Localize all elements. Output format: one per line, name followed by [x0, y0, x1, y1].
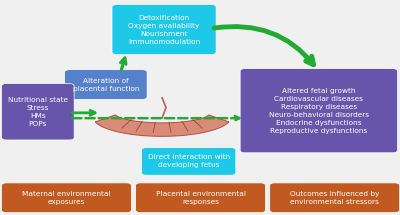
FancyBboxPatch shape	[112, 5, 216, 55]
FancyArrowPatch shape	[214, 26, 314, 65]
FancyBboxPatch shape	[142, 148, 236, 175]
Text: Direct interaction with
developing fetus: Direct interaction with developing fetus	[148, 154, 230, 168]
Text: Detoxification
Oxygen availability
Nourishment
Immunomodulation: Detoxification Oxygen availability Nouri…	[128, 15, 200, 45]
Text: Maternal environmental
exposures: Maternal environmental exposures	[22, 191, 111, 205]
FancyBboxPatch shape	[240, 69, 398, 153]
FancyBboxPatch shape	[136, 183, 265, 213]
Text: Outcomes influenced by
environmental stressors: Outcomes influenced by environmental str…	[290, 191, 379, 205]
FancyBboxPatch shape	[2, 183, 131, 213]
FancyBboxPatch shape	[2, 84, 74, 140]
Text: Altered fetal growth
Cardiovascular diseases
Respiratory diseases
Neuro-behavior: Altered fetal growth Cardiovascular dise…	[269, 88, 369, 134]
Polygon shape	[95, 115, 229, 136]
FancyBboxPatch shape	[270, 183, 400, 213]
Text: Nutritional state
Stress
HMs
POPs: Nutritional state Stress HMs POPs	[8, 97, 68, 127]
FancyBboxPatch shape	[65, 70, 147, 99]
Text: Alteration of
placental function: Alteration of placental function	[73, 78, 139, 92]
Text: Placental environmental
responses: Placental environmental responses	[156, 191, 246, 205]
